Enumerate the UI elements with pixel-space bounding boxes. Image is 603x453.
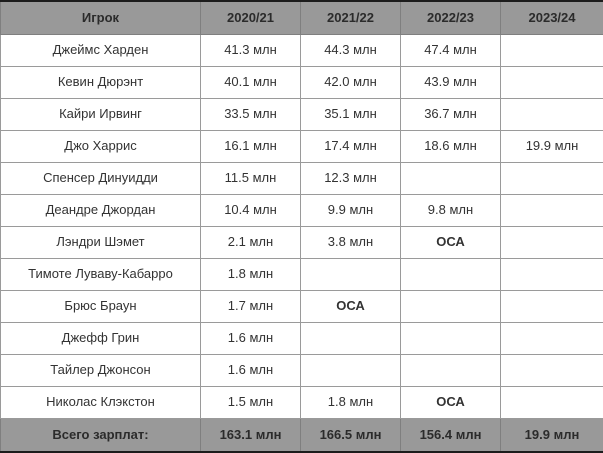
- salary-cell: [501, 66, 603, 98]
- header-row: Игрок 2020/21 2021/22 2022/23 2023/24: [1, 1, 603, 34]
- player-name-cell: Джеймс Харден: [1, 34, 201, 66]
- salary-cell: [401, 322, 501, 354]
- player-name-cell: Джефф Грин: [1, 322, 201, 354]
- salary-cell: [501, 226, 603, 258]
- salary-cell: 41.3 млн: [201, 34, 301, 66]
- salary-cell: ОСА: [401, 226, 501, 258]
- salary-cell: [501, 34, 603, 66]
- salary-cell: [501, 290, 603, 322]
- player-name-cell: Кайри Ирвинг: [1, 98, 201, 130]
- salary-cell: ОСА: [301, 290, 401, 322]
- salary-cell: 44.3 млн: [301, 34, 401, 66]
- salary-cell: 1.5 млн: [201, 386, 301, 418]
- totals-2023-24: 19.9 млн: [501, 418, 603, 452]
- player-name-cell: Брюс Браун: [1, 290, 201, 322]
- totals-2021-22: 166.5 млн: [301, 418, 401, 452]
- player-name-cell: Деандре Джордан: [1, 194, 201, 226]
- salary-cell: [501, 258, 603, 290]
- player-name-cell: Кевин Дюрэнт: [1, 66, 201, 98]
- salary-cell: 18.6 млн: [401, 130, 501, 162]
- salary-cell: 35.1 млн: [301, 98, 401, 130]
- salary-cell: 36.7 млн: [401, 98, 501, 130]
- salary-cell: [501, 194, 603, 226]
- salary-cell: [501, 386, 603, 418]
- salary-cell: 12.3 млн: [301, 162, 401, 194]
- salary-cell: 47.4 млн: [401, 34, 501, 66]
- salary-cell: [401, 258, 501, 290]
- salary-cell: 42.0 млн: [301, 66, 401, 98]
- salary-cell: 1.8 млн: [201, 258, 301, 290]
- salary-cell: [401, 290, 501, 322]
- player-name-cell: Николас Клэкстон: [1, 386, 201, 418]
- salary-cell: 17.4 млн: [301, 130, 401, 162]
- totals-row: Всего зарплат: 163.1 млн 166.5 млн 156.4…: [1, 418, 603, 452]
- salary-cell: [401, 354, 501, 386]
- column-header-player: Игрок: [1, 1, 201, 34]
- salary-cell: 1.7 млн: [201, 290, 301, 322]
- salary-cell: [301, 354, 401, 386]
- totals-2020-21: 163.1 млн: [201, 418, 301, 452]
- salary-cell: 43.9 млн: [401, 66, 501, 98]
- salary-cell: 16.1 млн: [201, 130, 301, 162]
- salary-cell: 1.8 млн: [301, 386, 401, 418]
- column-header-season-2020-21: 2020/21: [201, 1, 301, 34]
- player-name-cell: Спенсер Динуидди: [1, 162, 201, 194]
- salary-cell: [501, 354, 603, 386]
- table-header: Игрок 2020/21 2021/22 2022/23 2023/24: [1, 1, 603, 34]
- column-header-season-2021-22: 2021/22: [301, 1, 401, 34]
- salary-cell: [401, 162, 501, 194]
- salary-cell: 9.9 млн: [301, 194, 401, 226]
- salary-cell: 11.5 млн: [201, 162, 301, 194]
- salary-cell: 19.9 млн: [501, 130, 603, 162]
- salary-cell: 10.4 млн: [201, 194, 301, 226]
- salary-cell: [301, 258, 401, 290]
- salary-cell: [501, 322, 603, 354]
- player-name-cell: Джо Харрис: [1, 130, 201, 162]
- salary-cell: 40.1 млн: [201, 66, 301, 98]
- salary-cell: 9.8 млн: [401, 194, 501, 226]
- player-name-cell: Лэндри Шэмет: [1, 226, 201, 258]
- salary-cell: 3.8 млн: [301, 226, 401, 258]
- salary-cell: ОСА: [401, 386, 501, 418]
- column-header-season-2023-24: 2023/24: [501, 1, 603, 34]
- table-footer: Всего зарплат: 163.1 млн 166.5 млн 156.4…: [1, 418, 603, 452]
- player-name-cell: Тайлер Джонсон: [1, 354, 201, 386]
- salary-cell: [301, 322, 401, 354]
- salary-cell: 33.5 млн: [201, 98, 301, 130]
- salary-cell: [501, 162, 603, 194]
- column-header-season-2022-23: 2022/23: [401, 1, 501, 34]
- salary-cell: 1.6 млн: [201, 322, 301, 354]
- salary-cell: [501, 98, 603, 130]
- salary-cell: 1.6 млн: [201, 354, 301, 386]
- salary-cell: 2.1 млн: [201, 226, 301, 258]
- totals-label: Всего зарплат:: [1, 418, 201, 452]
- player-name-cell: Тимоте Луваву-Кабарро: [1, 258, 201, 290]
- totals-2022-23: 156.4 млн: [401, 418, 501, 452]
